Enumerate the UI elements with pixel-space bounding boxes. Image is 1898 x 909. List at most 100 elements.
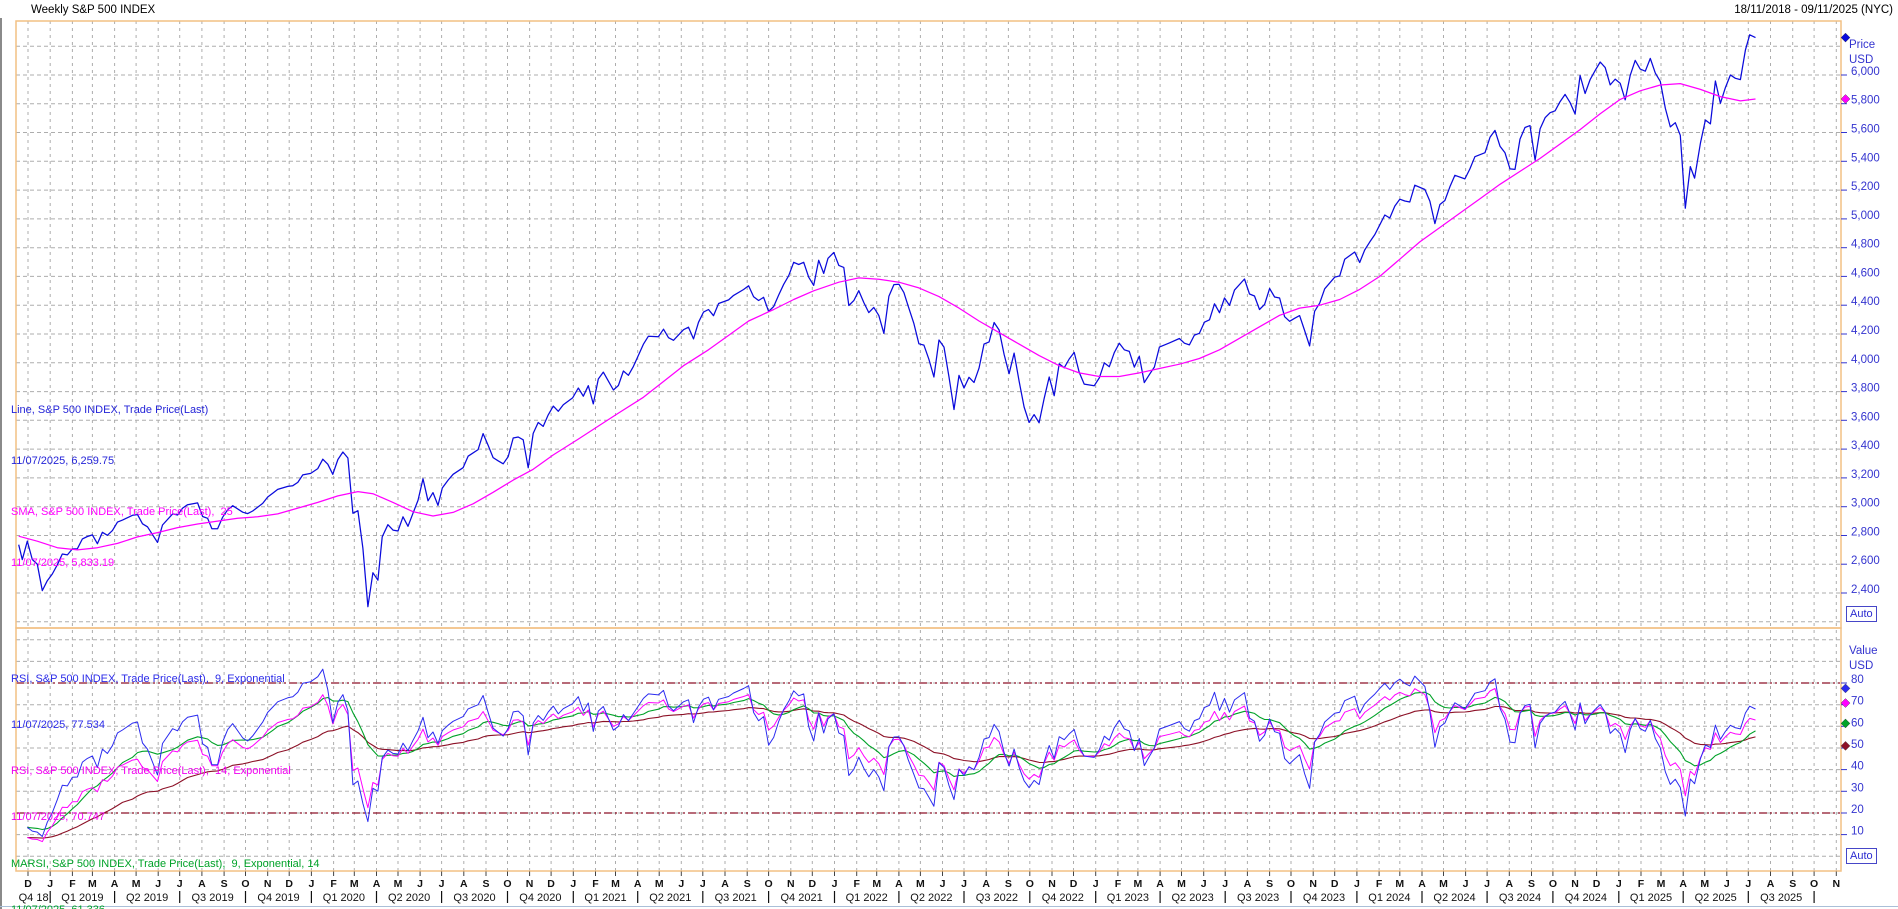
value-axis-auto-button[interactable]: Auto — [1846, 848, 1877, 864]
svg-text:J: J — [940, 878, 946, 890]
svg-text:A: A — [634, 878, 642, 890]
svg-text:M: M — [394, 878, 403, 890]
svg-text:M: M — [916, 878, 925, 890]
svg-text:3,200: 3,200 — [1851, 469, 1880, 481]
date-range-label: 18/11/2018 - 09/11/2025 (NYC) — [1734, 4, 1893, 16]
marsi14-line — [27, 705, 1756, 839]
svg-text:Q3 2024: Q3 2024 — [1499, 892, 1541, 904]
svg-text:S: S — [221, 878, 228, 890]
svg-text:3,600: 3,600 — [1851, 411, 1880, 423]
svg-text:F: F — [69, 878, 76, 890]
svg-text:4,400: 4,400 — [1851, 296, 1880, 308]
svg-text:Q1 2022: Q1 2022 — [846, 892, 888, 904]
svg-text:J: J — [1745, 878, 1751, 890]
chart-title: Weekly S&P 500 INDEX — [31, 4, 156, 16]
svg-text:M: M — [88, 878, 97, 890]
svg-text:F: F — [1376, 878, 1383, 890]
svg-text:J: J — [1093, 878, 1099, 890]
svg-text:5,600: 5,600 — [1851, 124, 1880, 136]
svg-text:N: N — [1833, 878, 1841, 890]
rsi14-line — [27, 688, 1756, 843]
rsi9-line — [27, 668, 1756, 837]
price-axis-auto-button[interactable]: Auto — [1846, 606, 1877, 622]
svg-text:J: J — [308, 878, 314, 890]
svg-text:A: A — [1418, 878, 1426, 890]
svg-text:J: J — [177, 878, 183, 890]
svg-text:J: J — [417, 878, 423, 890]
svg-text:J: J — [570, 878, 576, 890]
svg-text:A: A — [1156, 878, 1164, 890]
svg-text:M: M — [872, 878, 881, 890]
right-axis: 6,000 5,800 5,600 5,400 5,200 5,000 4,800 4,600… — [1840, 32, 1880, 838]
svg-text:J: J — [1724, 878, 1730, 890]
svg-text:10: 10 — [1851, 826, 1864, 838]
last-value-marker — [1840, 718, 1851, 729]
svg-text:Q2 2025: Q2 2025 — [1695, 892, 1737, 904]
svg-text:O: O — [1810, 878, 1818, 890]
svg-text:N: N — [526, 878, 534, 890]
svg-text:5,800: 5,800 — [1851, 95, 1880, 107]
svg-text:J: J — [439, 878, 445, 890]
svg-text:A: A — [721, 878, 729, 890]
svg-text:Q3 2021: Q3 2021 — [715, 892, 757, 904]
svg-text:S: S — [1005, 878, 1012, 890]
svg-text:A: A — [1767, 878, 1775, 890]
svg-text:Q1 2025: Q1 2025 — [1630, 892, 1672, 904]
svg-text:J: J — [1222, 878, 1228, 890]
svg-text:Q2 2024: Q2 2024 — [1433, 892, 1475, 904]
svg-text:Q2 2023: Q2 2023 — [1171, 892, 1213, 904]
svg-text:Q4 2024: Q4 2024 — [1565, 892, 1607, 904]
svg-text:J: J — [155, 878, 161, 890]
svg-text:A: A — [198, 878, 206, 890]
svg-text:O: O — [765, 878, 773, 890]
svg-text:4,200: 4,200 — [1851, 325, 1880, 337]
svg-text:J: J — [1201, 878, 1207, 890]
svg-text:M: M — [350, 878, 359, 890]
svg-text:J: J — [1463, 878, 1469, 890]
gridlines — [16, 21, 1841, 871]
svg-text:D: D — [1331, 878, 1339, 890]
svg-text:40: 40 — [1851, 761, 1864, 773]
svg-text:J: J — [1484, 878, 1490, 890]
svg-text:80: 80 — [1851, 674, 1864, 686]
last-value-marker — [1840, 32, 1851, 43]
value-axis-unit: USD — [1849, 660, 1874, 672]
chart-header: Weekly S&P 500 INDEX 18/11/2018 - 09/11/… — [0, 0, 1898, 20]
svg-text:O: O — [503, 878, 511, 890]
svg-text:70: 70 — [1851, 696, 1864, 708]
svg-text:A: A — [1506, 878, 1514, 890]
svg-text:5,200: 5,200 — [1851, 181, 1880, 193]
svg-text:4,000: 4,000 — [1851, 354, 1880, 366]
svg-text:S: S — [1528, 878, 1535, 890]
svg-text:M: M — [1177, 878, 1186, 890]
svg-text:Q4 2021: Q4 2021 — [780, 892, 822, 904]
svg-text:O: O — [1026, 878, 1034, 890]
svg-text:M: M — [1657, 878, 1666, 890]
svg-text:Q4 2022: Q4 2022 — [1042, 892, 1084, 904]
svg-text:Q1 2021: Q1 2021 — [584, 892, 626, 904]
svg-text:N: N — [1309, 878, 1317, 890]
svg-text:Q1 2024: Q1 2024 — [1368, 892, 1410, 904]
svg-text:D: D — [1070, 878, 1078, 890]
svg-text:D: D — [547, 878, 555, 890]
last-value-marker — [1840, 741, 1851, 751]
svg-text:Q4 2020: Q4 2020 — [519, 892, 561, 904]
svg-text:30: 30 — [1851, 782, 1864, 794]
last-value-marker — [1840, 94, 1851, 104]
svg-text:Q1 2020: Q1 2020 — [323, 892, 365, 904]
svg-text:Q2 2021: Q2 2021 — [649, 892, 691, 904]
svg-text:A: A — [982, 878, 990, 890]
panel-borders — [15, 20, 1842, 872]
svg-text:Q1 2023: Q1 2023 — [1107, 892, 1149, 904]
svg-text:S: S — [1789, 878, 1796, 890]
svg-text:Q3 2025: Q3 2025 — [1760, 892, 1802, 904]
price-panel-border — [15, 20, 1842, 629]
price-axis-title: Price USD — [1849, 38, 1875, 68]
window-bottom-edge — [0, 906, 1898, 907]
svg-text:A: A — [111, 878, 119, 890]
svg-text:N: N — [264, 878, 272, 890]
svg-text:Q2 2022: Q2 2022 — [910, 892, 952, 904]
svg-text:50: 50 — [1851, 739, 1864, 751]
